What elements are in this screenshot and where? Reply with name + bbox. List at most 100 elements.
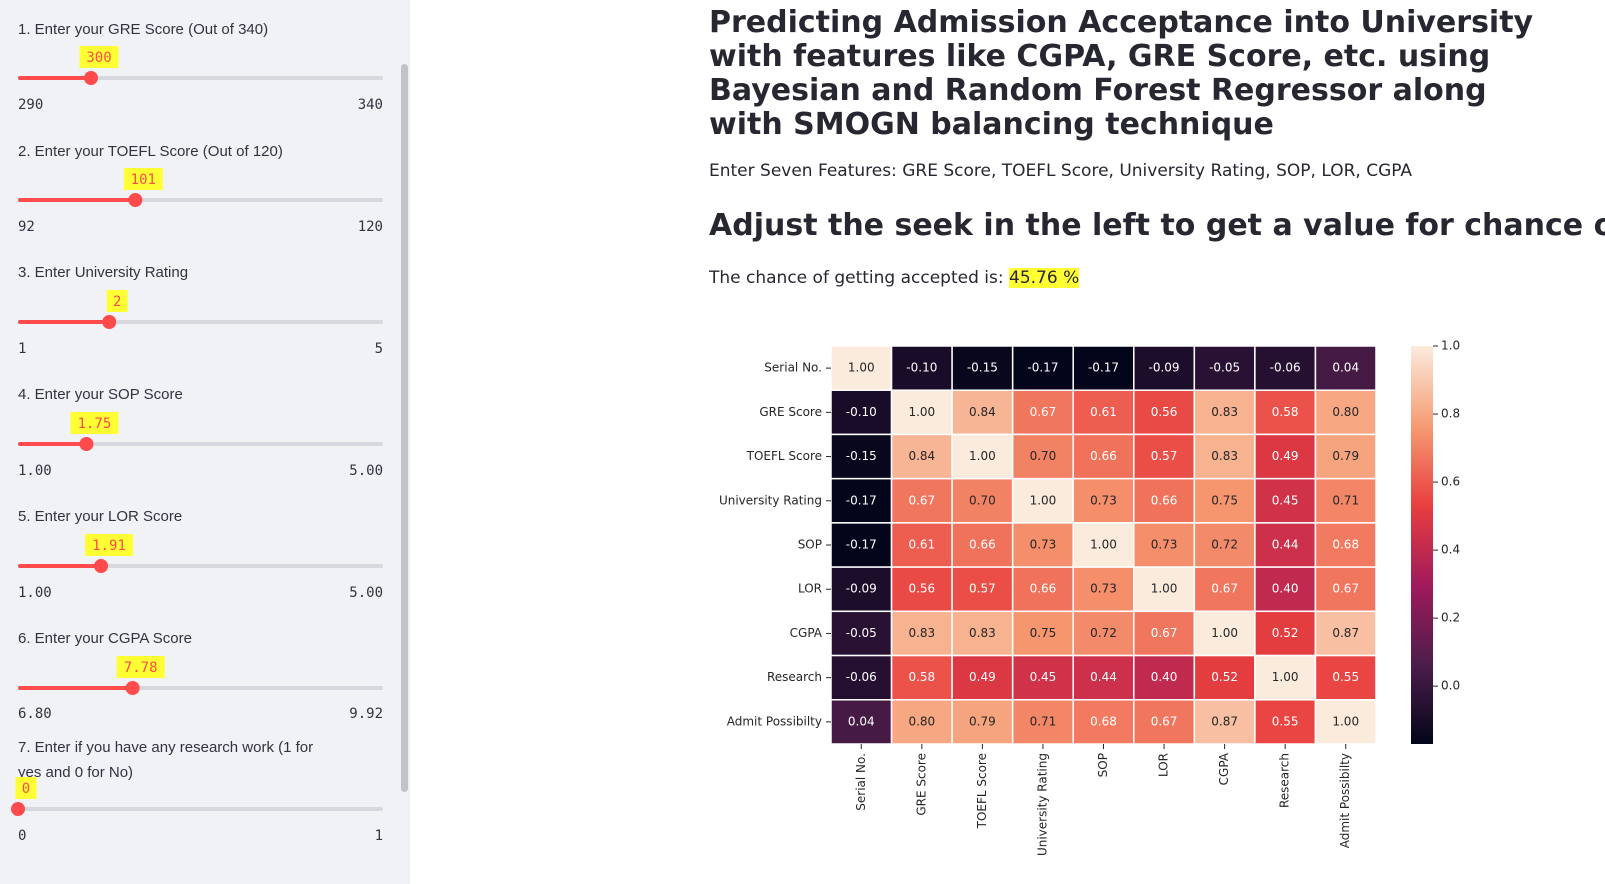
slider-thumb[interactable]: [84, 71, 98, 85]
cell-label: 0.73: [1090, 493, 1117, 507]
page-title: Predicting Admission Acceptance into Uni…: [709, 5, 1534, 142]
slider-track: [18, 442, 383, 446]
slider-value: 7.78: [124, 660, 158, 676]
slider-max: 1: [375, 828, 383, 844]
cell-label: 0.87: [1332, 626, 1359, 640]
heatmap-cell: [890, 389, 953, 436]
cell-label: -0.06: [1270, 361, 1301, 375]
cell-label: -0.10: [906, 361, 937, 375]
y-tick-label: GRE Score: [759, 405, 822, 419]
cell-label: 0.66: [1030, 582, 1057, 596]
slider-thumb[interactable]: [94, 559, 109, 573]
cell-label: 0.70: [969, 493, 996, 507]
heatmap-cell: [1254, 610, 1317, 657]
slider-value: 0: [22, 781, 30, 797]
heatmap-cell: [1314, 654, 1377, 701]
value-highlight: [79, 46, 119, 68]
value-highlight: [70, 412, 119, 434]
slider-fill: [18, 320, 110, 324]
cell-label: 1.00: [1151, 582, 1178, 596]
slider-thumb[interactable]: [79, 437, 94, 451]
cell-label: 0.58: [908, 670, 935, 684]
heatmap-cell: [1072, 345, 1135, 391]
cell-label: 0.40: [1151, 670, 1178, 684]
cell-label: 1.00: [1211, 626, 1238, 640]
slider-thumb[interactable]: [125, 681, 140, 695]
slider-fill: [18, 564, 102, 568]
value-highlight: [85, 534, 134, 556]
cell-label: -0.05: [846, 626, 877, 640]
heatmap-cell: [1072, 477, 1135, 524]
cell-label: 1.00: [1030, 493, 1057, 507]
y-tick-label: Research: [767, 670, 822, 684]
slider-min: 92: [18, 219, 35, 235]
slider-fill: [18, 686, 133, 690]
slider-thumb[interactable]: [11, 802, 25, 816]
cell-label: 0.49: [969, 670, 996, 684]
cell-label: 0.56: [1151, 405, 1178, 419]
cell-label: 0.04: [848, 714, 875, 728]
heatmap-cell: [951, 522, 1014, 568]
slider-value: 300: [86, 50, 111, 66]
cell-label: 0.45: [1030, 670, 1057, 684]
cell-label: 0.61: [908, 538, 935, 552]
cell-label: 0.67: [1151, 626, 1178, 640]
cell-label: 0.45: [1272, 493, 1299, 507]
slider-track: [18, 564, 383, 568]
slider-value: 1.75: [78, 416, 112, 432]
cell-label: 0.73: [1151, 538, 1178, 552]
heatmap-cell: [1193, 345, 1256, 391]
slider-min: 1: [18, 341, 26, 357]
y-tick-label: TOEFL Score: [746, 449, 822, 463]
cell-label: 0.75: [1030, 626, 1057, 640]
cell-label: 0.52: [1272, 626, 1299, 640]
slider-fill: [18, 198, 136, 202]
slider-min: 0: [18, 828, 26, 844]
cell-label: 0.71: [1030, 714, 1057, 728]
heatmap-cell: [1314, 699, 1377, 745]
result-label: The chance of getting accepted is:: [709, 268, 1004, 288]
cell-label: 1.00: [1332, 714, 1359, 728]
slider-thumb[interactable]: [102, 315, 117, 329]
heatmap-cell: [890, 522, 953, 568]
slider-track: [18, 807, 383, 811]
heatmap-cell: [1072, 433, 1135, 480]
cell-label: 0.55: [1272, 714, 1299, 728]
cell-label: 0.58: [1272, 405, 1299, 419]
scrollbar[interactable]: [401, 64, 408, 792]
x-tick-label: Admit Possibilty: [1338, 753, 1352, 848]
heatmap-cell: [1254, 522, 1317, 568]
colorbar-tick-label: 0.2: [1441, 611, 1460, 625]
heatmap-cell: [951, 699, 1014, 745]
x-tick-label: Research: [1278, 753, 1292, 808]
value-highlight: [116, 656, 165, 678]
y-tick-label: SOP: [798, 538, 822, 552]
cell-label: 0.57: [1151, 449, 1178, 463]
heatmap-cell: [1314, 477, 1377, 524]
cell-label: -0.05: [1209, 361, 1240, 375]
slider-value: 1.91: [92, 538, 126, 554]
slider-thumb[interactable]: [128, 193, 143, 207]
heatmap-cell: [951, 566, 1014, 613]
value-highlight: [106, 290, 128, 312]
heatmap-cell: [890, 610, 953, 657]
heatmap-cell: [1133, 699, 1196, 745]
y-tick-label: Serial No.: [764, 361, 822, 375]
cell-label: 0.67: [1151, 714, 1178, 728]
x-tick-label: LOR: [1157, 753, 1171, 777]
slider-fill: [18, 76, 91, 80]
heatmap-cell: [951, 345, 1014, 391]
subtitle: Enter Seven Features: GRE Score, TOEFL S…: [709, 161, 1413, 181]
cell-label: 1.00: [848, 361, 875, 375]
slider-track: [18, 76, 383, 80]
cell-label: 0.66: [1151, 493, 1178, 507]
cell-label: 0.56: [908, 582, 935, 596]
cell-label: 0.40: [1272, 582, 1299, 596]
result: The chance of getting accepted is: 45.76…: [709, 268, 1080, 288]
cell-label: 0.80: [908, 714, 935, 728]
cell-label: 0.72: [1211, 538, 1238, 552]
x-tick-label: Serial No.: [854, 753, 868, 811]
cell-label: 0.44: [1272, 538, 1299, 552]
heatmap-cell: [1011, 522, 1074, 568]
slider-max: 340: [358, 97, 383, 113]
